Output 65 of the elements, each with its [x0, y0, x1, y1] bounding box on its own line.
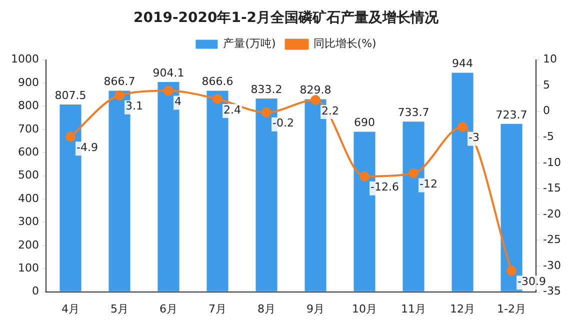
- y2-tick-label: 10: [543, 52, 558, 66]
- x-tick-label: 6月: [160, 302, 178, 316]
- point: [506, 266, 517, 276]
- y-tick-label: 300: [18, 215, 39, 228]
- data-label: -0.2: [272, 116, 294, 130]
- x-tick-label: 5月: [110, 302, 128, 316]
- x-tick-label: 7月: [208, 302, 227, 316]
- data-label: -12.6: [370, 180, 399, 194]
- y-tick-label: 200: [18, 238, 39, 252]
- data-label: 3.1: [126, 100, 143, 113]
- data-label: -30.9: [518, 275, 546, 288]
- y-tick-label: 900: [18, 76, 39, 89]
- data-label: 2.2: [322, 104, 340, 118]
- x-tick-label: 4月: [61, 302, 80, 316]
- x-tick-label: 12月: [450, 302, 476, 316]
- data-label: 733.7: [398, 106, 430, 119]
- point: [310, 95, 321, 106]
- point: [458, 122, 468, 132]
- y-tick-label: 100: [18, 261, 39, 274]
- x-tick-label: 10月: [352, 302, 378, 316]
- data-label: 904.1: [152, 66, 184, 80]
- x-tick-label: 1-2月: [497, 302, 526, 316]
- legend-label: 产量(万吨): [223, 37, 276, 50]
- data-label: 866.7: [104, 75, 136, 88]
- x-tick-label: 11月: [401, 302, 426, 316]
- data-label: 2.4: [224, 103, 242, 116]
- y2-tick-label: -15: [543, 182, 561, 195]
- x-tick-label: 9月: [306, 302, 325, 316]
- y-tick-label: 500: [18, 168, 39, 182]
- data-label: 723.7: [496, 108, 528, 122]
- data-label: 829.8: [300, 84, 332, 97]
- y2-tick-label: -5: [543, 130, 554, 143]
- point: [65, 132, 76, 142]
- y2-tick-label: 0: [543, 104, 550, 118]
- y-tick-label: 400: [18, 192, 39, 205]
- y-tick-label: 800: [18, 99, 39, 112]
- y2-tick-label: -20: [543, 207, 561, 220]
- point: [408, 168, 419, 178]
- data-label: 866.6: [202, 75, 234, 88]
- y2-tick-label: -35: [543, 284, 561, 298]
- data-label: 4: [174, 95, 182, 108]
- y-tick-label: 1000: [10, 52, 39, 66]
- point: [262, 107, 272, 118]
- point: [360, 171, 370, 182]
- y-tick-label: 0: [32, 284, 39, 298]
- data-label: 944: [452, 57, 474, 70]
- y2-tick-label: -25: [543, 233, 561, 246]
- chart-title: 2019-2020年1-2月全国磷矿石产量及增长情况: [133, 9, 440, 26]
- y-tick-label: 700: [18, 122, 39, 136]
- point: [212, 94, 223, 104]
- y2-tick-label: -30: [543, 258, 561, 272]
- data-label: -12: [420, 178, 438, 191]
- x-tick-label: 8月: [258, 302, 276, 316]
- y2-tick-label: 5: [543, 78, 550, 92]
- y2-tick-label: -10: [543, 156, 561, 169]
- point: [114, 90, 124, 100]
- y-tick-label: 600: [18, 145, 39, 158]
- data-label: 807.5: [54, 88, 86, 102]
- data-label: 833.2: [250, 82, 282, 96]
- bar: [158, 82, 180, 292]
- point: [164, 86, 174, 96]
- data-label: -4.9: [76, 140, 98, 154]
- data-label: 690: [354, 116, 376, 130]
- legend-label: 同比增长(%): [313, 37, 376, 50]
- data-label: -3: [468, 131, 480, 144]
